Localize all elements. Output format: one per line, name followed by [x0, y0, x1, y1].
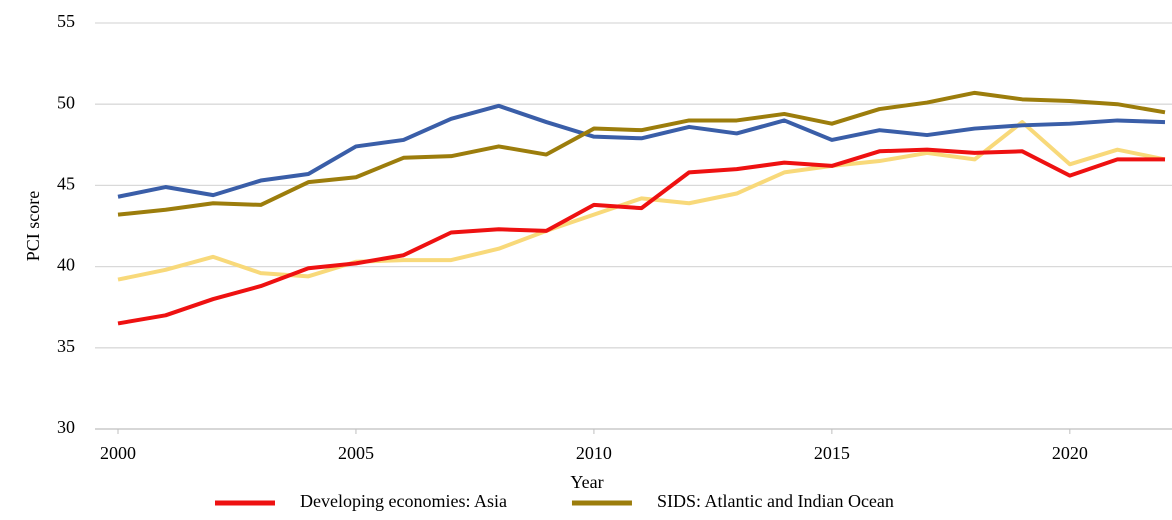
y-tick-label: 55 [57, 11, 75, 31]
x-tick-label: 2010 [576, 443, 612, 463]
line-series [117, 90, 1166, 217]
line-series [117, 103, 1166, 199]
line-series [117, 120, 1166, 282]
x-tick-label: 2020 [1052, 443, 1088, 463]
x-tick-label: 2005 [338, 443, 374, 463]
y-tick-label: 30 [57, 417, 75, 437]
y-tick-label: 40 [57, 255, 75, 275]
line-series [117, 147, 1165, 326]
y-tick-label: 45 [57, 174, 75, 194]
x-axis-title: Year [570, 472, 603, 492]
y-tick-label: 50 [57, 92, 75, 112]
x-tick-label: 2000 [100, 443, 136, 463]
legend-label: Developing economies: Asia [300, 491, 507, 511]
y-axis-title: PCI score [23, 191, 43, 262]
y-tick-label: 35 [57, 336, 75, 356]
x-tick-label: 2015 [814, 443, 850, 463]
legend-label: SIDS: Atlantic and Indian Ocean [657, 491, 894, 511]
